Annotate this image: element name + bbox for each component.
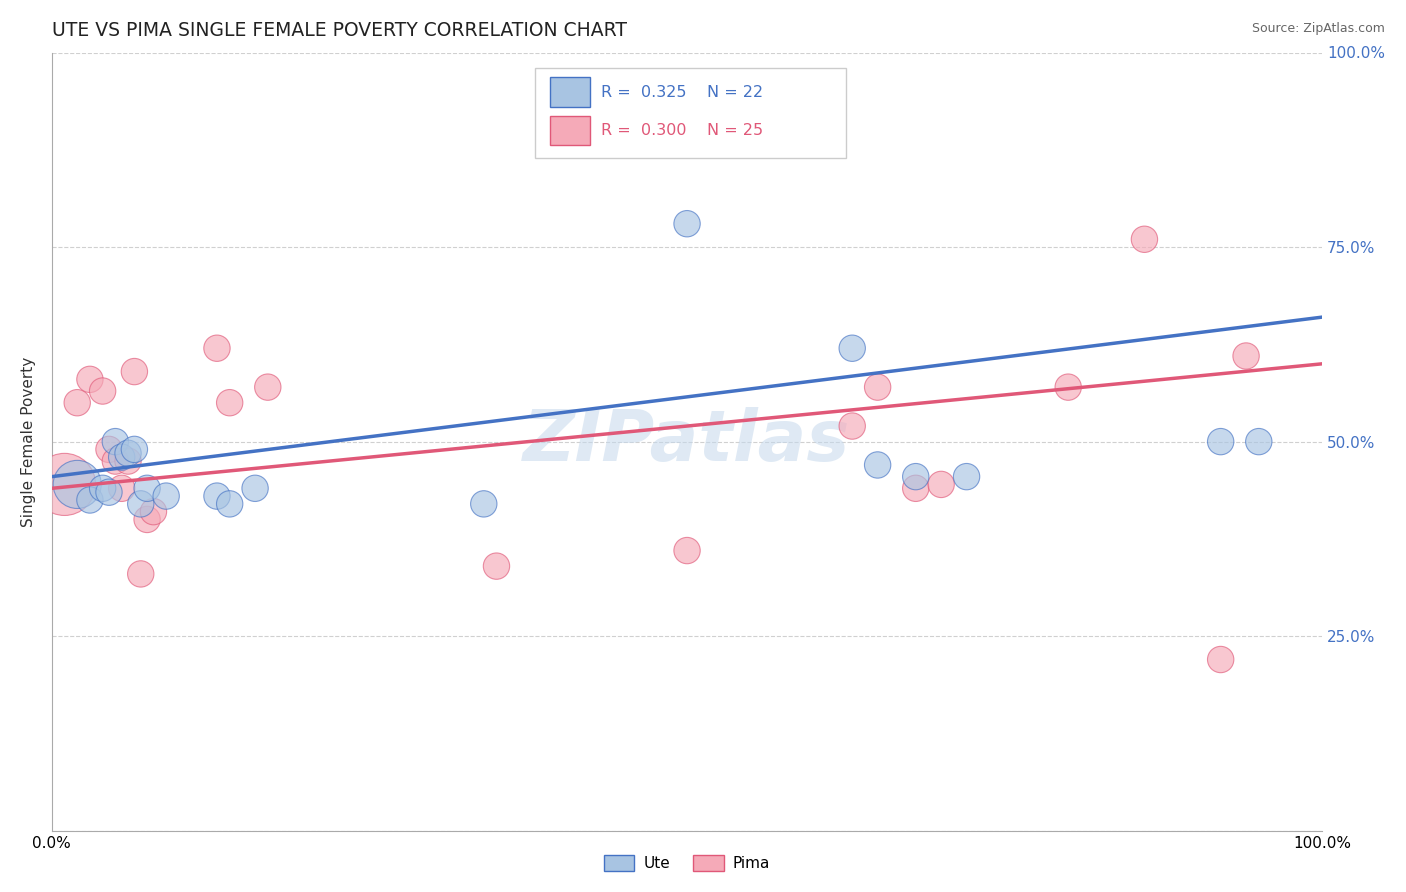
Point bbox=[111, 481, 134, 495]
Point bbox=[841, 419, 863, 434]
Point bbox=[98, 485, 121, 500]
Legend: Ute, Pima: Ute, Pima bbox=[598, 849, 776, 878]
Point bbox=[129, 497, 152, 511]
Point bbox=[205, 489, 228, 503]
Point bbox=[124, 442, 146, 457]
Point bbox=[136, 512, 159, 526]
Point bbox=[111, 450, 134, 465]
Point bbox=[256, 380, 278, 394]
Text: R =  0.300    N = 25: R = 0.300 N = 25 bbox=[600, 123, 763, 138]
Point bbox=[79, 372, 101, 386]
FancyBboxPatch shape bbox=[534, 68, 846, 158]
Point bbox=[66, 395, 89, 409]
Point bbox=[117, 454, 139, 468]
Point bbox=[485, 559, 508, 574]
Point bbox=[117, 446, 139, 460]
Point bbox=[676, 543, 699, 558]
Point bbox=[205, 341, 228, 355]
Point bbox=[904, 469, 927, 483]
Text: ZIPatlas: ZIPatlas bbox=[523, 407, 851, 476]
Point bbox=[676, 217, 699, 231]
Point bbox=[98, 442, 121, 457]
Point bbox=[1209, 434, 1232, 449]
Text: Source: ZipAtlas.com: Source: ZipAtlas.com bbox=[1251, 22, 1385, 36]
Text: UTE VS PIMA SINGLE FEMALE POVERTY CORRELATION CHART: UTE VS PIMA SINGLE FEMALE POVERTY CORREL… bbox=[52, 21, 627, 40]
Point bbox=[866, 458, 889, 472]
Point bbox=[1133, 232, 1156, 246]
Point bbox=[91, 481, 114, 495]
Y-axis label: Single Female Poverty: Single Female Poverty bbox=[21, 357, 35, 527]
Point bbox=[79, 493, 101, 508]
Point bbox=[841, 341, 863, 355]
Point bbox=[1209, 652, 1232, 666]
Point bbox=[1057, 380, 1080, 394]
Point bbox=[243, 481, 266, 495]
Point bbox=[218, 395, 240, 409]
Point bbox=[218, 497, 240, 511]
Bar bbox=[550, 116, 591, 145]
Point bbox=[1234, 349, 1257, 363]
Point bbox=[866, 380, 889, 394]
Point bbox=[1247, 434, 1270, 449]
Point bbox=[955, 469, 977, 483]
Point bbox=[91, 384, 114, 398]
Point bbox=[155, 489, 177, 503]
Point bbox=[472, 497, 495, 511]
Text: R =  0.325    N = 22: R = 0.325 N = 22 bbox=[600, 85, 763, 100]
Point bbox=[136, 481, 159, 495]
Point bbox=[124, 365, 146, 379]
Point bbox=[929, 477, 952, 491]
Bar bbox=[550, 78, 591, 107]
Point bbox=[104, 454, 127, 468]
Point bbox=[104, 434, 127, 449]
Point bbox=[142, 505, 165, 519]
Point bbox=[129, 566, 152, 581]
Point bbox=[904, 481, 927, 495]
Point bbox=[53, 477, 76, 491]
Point bbox=[66, 477, 89, 491]
